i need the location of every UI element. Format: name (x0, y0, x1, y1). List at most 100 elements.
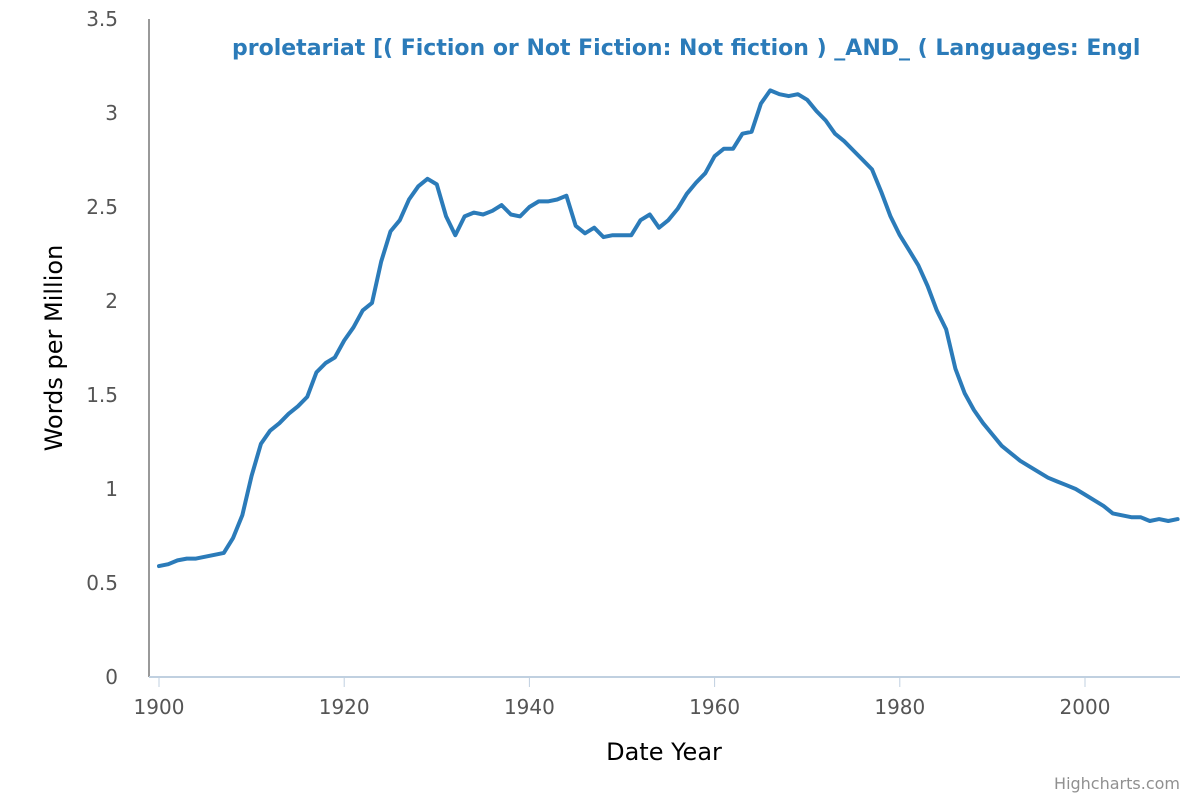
data-point[interactable] (526, 204, 532, 210)
data-point[interactable] (878, 189, 884, 195)
data-point[interactable] (693, 180, 699, 186)
data-point[interactable] (443, 213, 449, 219)
data-point[interactable] (508, 212, 514, 218)
data-point[interactable] (554, 197, 560, 203)
data-point[interactable] (341, 338, 347, 344)
data-point[interactable] (804, 97, 810, 103)
data-point[interactable] (943, 326, 949, 332)
data-point[interactable] (610, 232, 616, 238)
data-point[interactable] (1110, 510, 1116, 516)
data-point[interactable] (1082, 492, 1088, 498)
series-line[interactable] (157, 88, 1180, 569)
data-point[interactable] (962, 390, 968, 396)
data-point[interactable] (573, 223, 579, 229)
data-point[interactable] (1175, 516, 1181, 522)
data-point[interactable] (184, 556, 190, 562)
data-point[interactable] (647, 212, 653, 218)
data-point[interactable] (406, 197, 412, 203)
data-point[interactable] (915, 262, 921, 268)
data-point[interactable] (489, 208, 495, 214)
data-point[interactable] (351, 324, 357, 330)
data-point[interactable] (591, 225, 597, 231)
data-point[interactable] (814, 108, 820, 114)
data-point[interactable] (749, 129, 755, 135)
data-point[interactable] (971, 407, 977, 413)
data-point[interactable] (869, 166, 875, 172)
data-point[interactable] (1091, 497, 1097, 503)
data-point[interactable] (1036, 469, 1042, 475)
data-point[interactable] (1147, 518, 1153, 524)
data-point[interactable] (906, 247, 912, 253)
credits-link[interactable]: Highcharts.com (1054, 774, 1180, 793)
data-point[interactable] (739, 131, 745, 137)
data-point[interactable] (582, 230, 588, 236)
data-point[interactable] (239, 512, 245, 518)
data-point[interactable] (313, 369, 319, 375)
data-point[interactable] (425, 176, 431, 182)
data-point[interactable] (823, 118, 829, 124)
data-point[interactable] (601, 234, 607, 240)
data-point[interactable] (721, 146, 727, 152)
data-point[interactable] (452, 232, 458, 238)
data-point[interactable] (786, 93, 792, 99)
data-point[interactable] (730, 146, 736, 152)
data-point[interactable] (545, 198, 551, 204)
data-point[interactable] (295, 403, 301, 409)
data-point[interactable] (323, 360, 329, 366)
data-point[interactable] (258, 441, 264, 447)
data-point[interactable] (841, 138, 847, 144)
data-point[interactable] (767, 87, 773, 93)
data-point[interactable] (517, 213, 523, 219)
data-point[interactable] (462, 213, 468, 219)
data-point[interactable] (221, 550, 227, 556)
data-point[interactable] (1101, 503, 1107, 509)
data-point[interactable] (702, 170, 708, 176)
data-point[interactable] (332, 354, 338, 360)
data-point[interactable] (832, 131, 838, 137)
data-point[interactable] (165, 561, 171, 567)
data-point[interactable] (1026, 463, 1032, 469)
data-point[interactable] (1138, 514, 1144, 520)
data-point[interactable] (1045, 475, 1051, 481)
data-point[interactable] (675, 206, 681, 212)
data-point[interactable] (1064, 482, 1070, 488)
data-point[interactable] (397, 217, 403, 223)
data-point[interactable] (415, 183, 421, 189)
data-point[interactable] (1119, 512, 1125, 518)
data-point[interactable] (712, 153, 718, 159)
data-point[interactable] (156, 563, 162, 569)
data-point[interactable] (360, 307, 366, 313)
data-point[interactable] (980, 420, 986, 426)
data-point[interactable] (628, 232, 634, 238)
data-point[interactable] (684, 191, 690, 197)
data-point[interactable] (563, 193, 569, 199)
data-point[interactable] (851, 148, 857, 154)
data-point[interactable] (249, 473, 255, 479)
data-point[interactable] (795, 91, 801, 97)
data-point[interactable] (952, 366, 958, 372)
data-point[interactable] (378, 259, 384, 265)
data-point[interactable] (925, 283, 931, 289)
data-point[interactable] (480, 212, 486, 218)
data-point[interactable] (1054, 479, 1060, 485)
data-point[interactable] (989, 432, 995, 438)
data-point[interactable] (888, 213, 894, 219)
data-point[interactable] (860, 157, 866, 163)
data-point[interactable] (897, 232, 903, 238)
data-point[interactable] (1008, 450, 1014, 456)
data-point[interactable] (1017, 458, 1023, 464)
data-point[interactable] (1165, 518, 1171, 524)
data-point[interactable] (276, 420, 282, 426)
data-point[interactable] (212, 552, 218, 558)
data-point[interactable] (267, 428, 273, 434)
data-point[interactable] (999, 443, 1005, 449)
data-point[interactable] (286, 411, 292, 417)
data-point[interactable] (388, 228, 394, 234)
data-point[interactable] (193, 556, 199, 562)
data-point[interactable] (434, 181, 440, 187)
data-point[interactable] (758, 101, 764, 107)
data-point[interactable] (776, 91, 782, 97)
data-point[interactable] (1073, 486, 1079, 492)
data-point[interactable] (175, 557, 181, 563)
data-point[interactable] (536, 198, 542, 204)
